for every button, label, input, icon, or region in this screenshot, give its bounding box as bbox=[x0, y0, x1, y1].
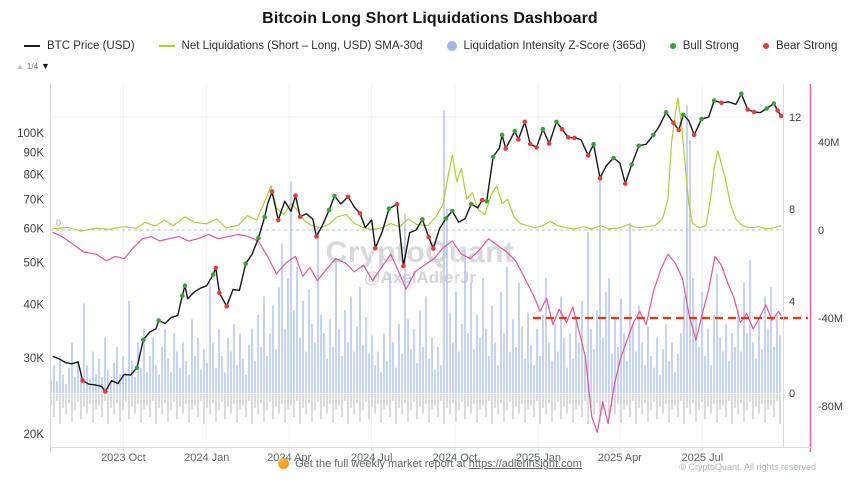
legend-label: Liquidation Intensity Z-Score (365d) bbox=[463, 40, 646, 52]
svg-text:50K: 50K bbox=[24, 258, 45, 270]
svg-text:2024 Jul: 2024 Jul bbox=[351, 452, 393, 464]
legend-label: Bull Strong bbox=[682, 40, 739, 52]
footer-text: Get the full weekly market report at bbox=[295, 458, 469, 470]
svg-text:0: 0 bbox=[56, 218, 61, 228]
bull-bear-markers bbox=[80, 91, 784, 394]
legend-item-net-liquidations-sma[interactable]: Net Liquidations (Short – Long, USD) SMA… bbox=[158, 40, 423, 52]
net-liq-sma-line bbox=[52, 97, 782, 232]
net-liq-line bbox=[52, 231, 782, 433]
svg-text:2024 Oct: 2024 Oct bbox=[433, 452, 478, 464]
legend-item-bull-strong[interactable]: Bull Strong bbox=[669, 40, 739, 52]
pager-label: 1/4 bbox=[26, 61, 39, 71]
legend-item-bear-strong[interactable]: Bear Strong bbox=[762, 40, 838, 52]
legend: BTC Price (USD) Net Liquidations (Short … bbox=[24, 40, 837, 52]
chart-title: Bitcoin Long Short Liquidations Dashboar… bbox=[262, 10, 598, 27]
svg-text:2023 Oct: 2023 Oct bbox=[101, 452, 146, 464]
net-liq-line-swatch-icon bbox=[158, 45, 175, 47]
svg-text:-40M: -40M bbox=[818, 313, 843, 325]
legend-item-btc-price[interactable]: BTC Price (USD) bbox=[24, 40, 135, 52]
legend-label: BTC Price (USD) bbox=[47, 40, 135, 52]
btc-price-line bbox=[52, 93, 782, 393]
pager-up-icon[interactable]: ▲ bbox=[16, 61, 24, 71]
svg-text:20K: 20K bbox=[24, 429, 45, 441]
svg-text:2025 Apr: 2025 Apr bbox=[598, 452, 642, 464]
svg-text:100K: 100K bbox=[17, 128, 44, 140]
axis-labels: 100K 90K 80K 70K 60K 50K 40K 30K 20K 12 8 4 0 40M 0 -40… bbox=[17, 112, 843, 464]
axes bbox=[50, 84, 812, 452]
svg-text:0: 0 bbox=[789, 388, 795, 400]
bull-dot-swatch-icon bbox=[669, 43, 676, 49]
svg-text:60K: 60K bbox=[24, 224, 45, 236]
zscore-dot-swatch-icon bbox=[446, 41, 457, 51]
legend-label: Bear Strong bbox=[775, 40, 838, 52]
svg-text:-80M: -80M bbox=[818, 401, 843, 413]
svg-text:2024 Jan: 2024 Jan bbox=[184, 452, 229, 464]
orange-circle-icon bbox=[278, 458, 290, 469]
zscore-negative-bars bbox=[50, 394, 781, 424]
btc-line-swatch-icon bbox=[24, 45, 40, 47]
report-link[interactable]: https://adlerinsight.com bbox=[468, 458, 582, 470]
svg-text:4: 4 bbox=[789, 296, 795, 308]
svg-text:12: 12 bbox=[789, 112, 801, 124]
svg-text:40K: 40K bbox=[24, 299, 45, 311]
footer: Get the full weekly market report at htt… bbox=[0, 458, 860, 470]
legend-item-zscore[interactable]: Liquidation Intensity Z-Score (365d) bbox=[446, 40, 646, 52]
svg-text:70K: 70K bbox=[24, 195, 45, 207]
chart-pager: ▲ 1/4 ▼ bbox=[16, 61, 50, 71]
svg-text:80K: 80K bbox=[24, 170, 45, 182]
svg-text:0: 0 bbox=[818, 225, 824, 237]
svg-text:40M: 40M bbox=[818, 137, 839, 149]
svg-text:90K: 90K bbox=[24, 148, 45, 160]
copyright: © CryptoQuant. All rights reserved bbox=[679, 462, 816, 472]
legend-label: Net Liquidations (Short – Long, USD) SMA… bbox=[181, 40, 423, 52]
zscore-bars bbox=[50, 105, 781, 393]
bear-dot-swatch-icon bbox=[762, 43, 769, 49]
svg-text:2025 Jan: 2025 Jan bbox=[516, 452, 561, 464]
svg-text:30K: 30K bbox=[24, 353, 45, 365]
pager-down-icon[interactable]: ▼ bbox=[41, 61, 50, 71]
svg-text:8: 8 bbox=[789, 204, 795, 216]
svg-text:2025 Jul: 2025 Jul bbox=[682, 452, 724, 464]
